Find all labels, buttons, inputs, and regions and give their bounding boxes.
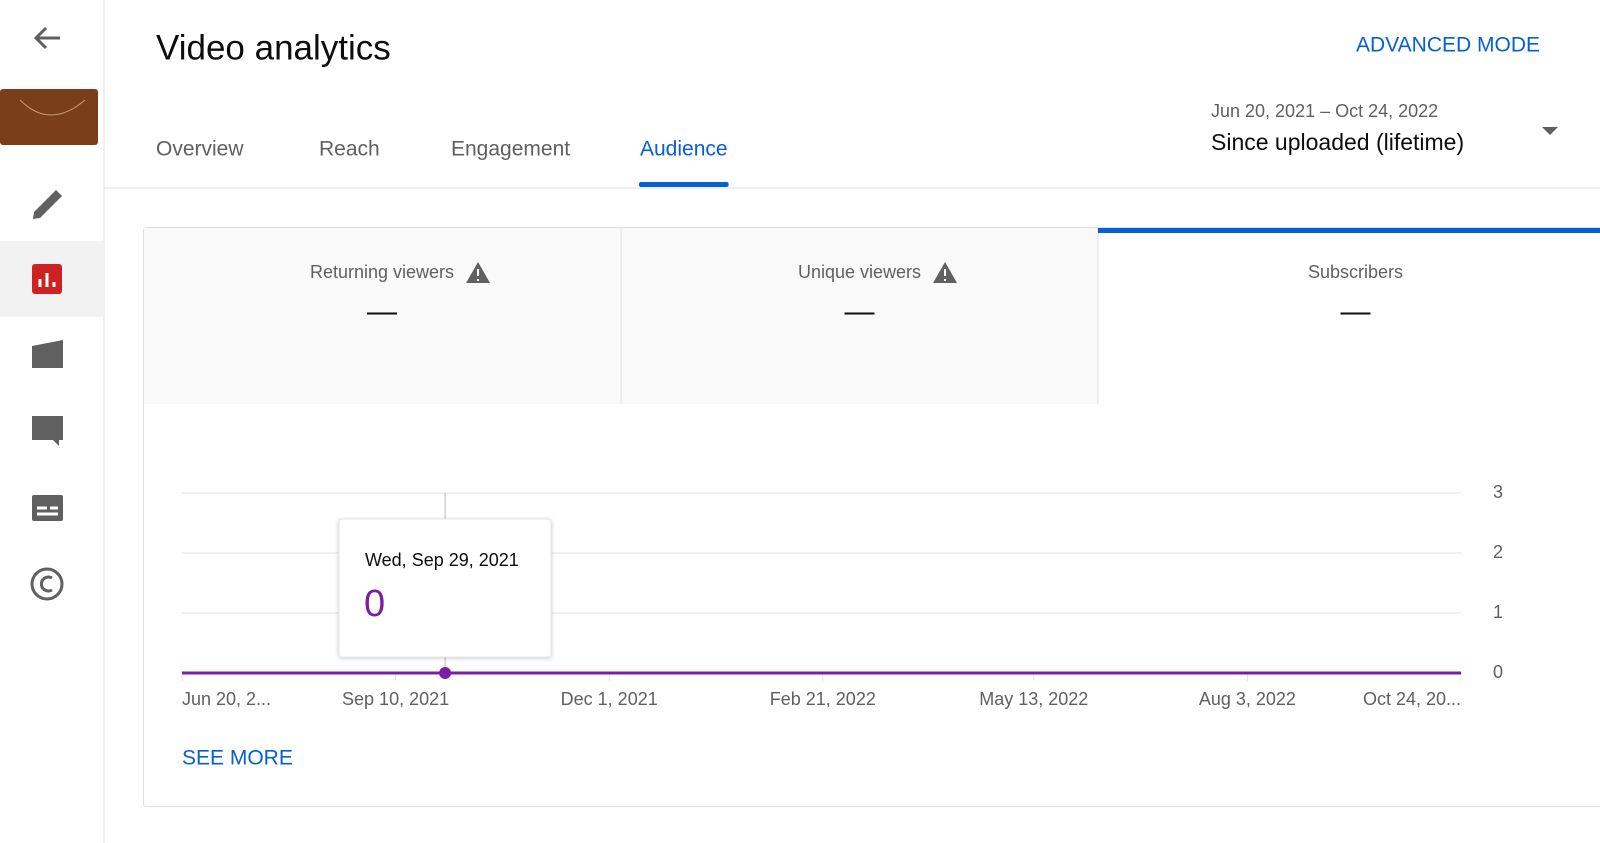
comments-icon[interactable]	[32, 416, 63, 446]
video-thumbnail[interactable]	[0, 89, 98, 145]
y-tick-label: 0	[1493, 662, 1503, 682]
metric-label: Unique viewers	[798, 262, 921, 282]
copyright-icon-c	[39, 575, 53, 593]
back-button[interactable]	[33, 26, 60, 50]
metric-value: —	[1341, 295, 1371, 328]
x-tick-label: Dec 1, 2021	[561, 689, 658, 709]
metric-label: Returning viewers	[310, 262, 454, 282]
copyright-icon[interactable]	[30, 567, 64, 601]
subtitles-icon[interactable]	[32, 495, 63, 521]
x-tick-label: Jun 20, 2...	[182, 689, 271, 709]
details-icon[interactable]	[33, 190, 62, 219]
tab[interactable]: Reach	[319, 138, 380, 161]
x-tick-label: May 13, 2022	[979, 689, 1088, 709]
x-tick-label: Oct 24, 20...	[1363, 689, 1461, 709]
dropdown-arrow[interactable]	[1542, 127, 1558, 135]
editor-icon-top	[32, 340, 63, 346]
metric-value: —	[845, 295, 875, 328]
tab[interactable]: Overview	[156, 138, 244, 161]
metric-tile[interactable]	[621, 228, 1098, 404]
y-tick-label: 2	[1493, 542, 1503, 562]
advanced-mode-button[interactable]: ADVANCED MODE	[1356, 34, 1540, 57]
y-tick-label: 3	[1493, 482, 1503, 502]
see-more-button[interactable]: SEE MORE	[182, 747, 293, 770]
tooltip	[338, 518, 552, 658]
tooltip-date: Wed, Sep 29, 2021	[365, 550, 519, 570]
metric-value: —	[367, 295, 397, 328]
metric-tile[interactable]	[1098, 228, 1600, 404]
tab-indicator	[639, 182, 729, 187]
date-range-label[interactable]: Since uploaded (lifetime)	[1211, 129, 1464, 155]
y-tick-label: 1	[1493, 602, 1503, 622]
x-tick-label: Sep 10, 2021	[342, 689, 449, 709]
thumbnail-art	[19, 99, 86, 116]
subtitles-icon-lines	[37, 506, 58, 516]
tooltip-value: 0	[364, 583, 385, 625]
date-range: Jun 20, 2021 – Oct 24, 2022	[1211, 101, 1438, 121]
x-tick-label: Aug 3, 2022	[1199, 689, 1296, 709]
metric-tile[interactable]	[144, 228, 620, 404]
analytics-icon-bars	[38, 273, 56, 287]
metric-label: Subscribers	[1308, 262, 1403, 282]
tab[interactable]: Audience	[640, 138, 728, 161]
metric-selected-bar	[1098, 228, 1600, 233]
tab[interactable]: Engagement	[451, 138, 570, 161]
hover-point	[439, 667, 452, 679]
editor-icon[interactable]	[32, 346, 63, 368]
page-title: Video analytics	[156, 28, 391, 67]
x-tick-label: Feb 21, 2022	[770, 689, 876, 709]
